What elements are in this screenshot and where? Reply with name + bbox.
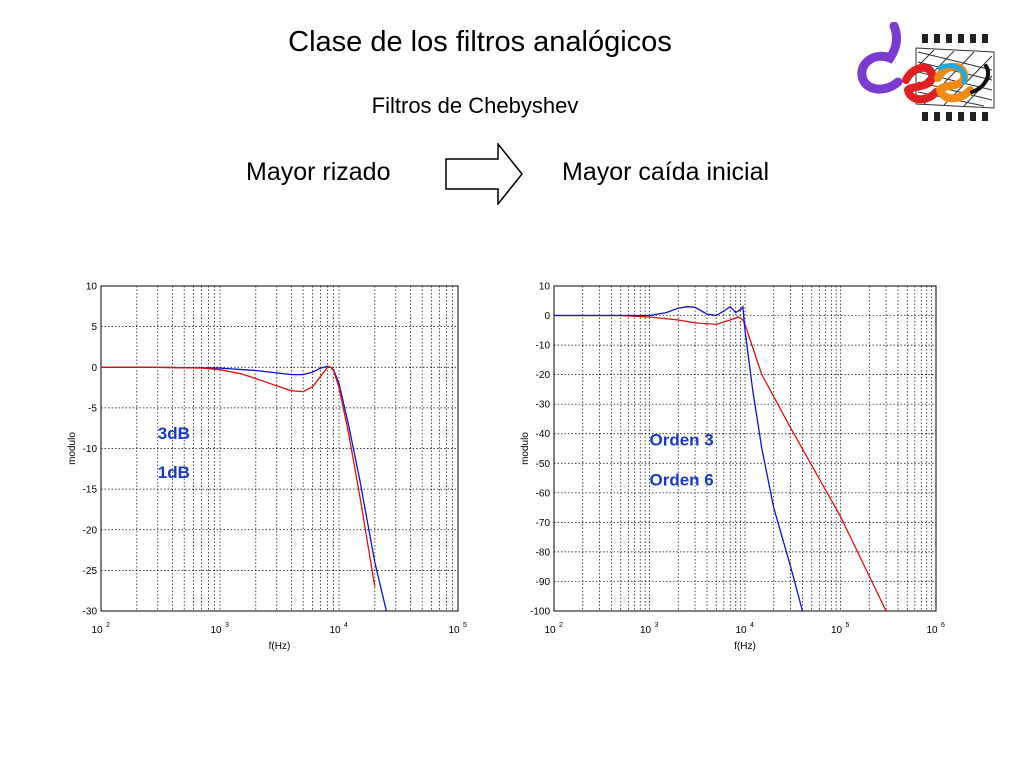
page-subtitle: Filtros de Chebyshev <box>371 93 579 118</box>
y-tick-label: -20 <box>83 525 98 536</box>
y-axis-label: modulo <box>520 432 531 465</box>
y-tick-label: -50 <box>536 459 551 470</box>
series-line-1 <box>554 314 887 611</box>
y-tick-label: 0 <box>91 363 97 374</box>
x-tick-exponent: 2 <box>559 622 563 629</box>
right-label: Mayor caída inicial <box>562 158 770 186</box>
series-line-1 <box>101 365 388 611</box>
annotation-label: Orden 6 <box>650 470 714 489</box>
y-tick-label: 5 <box>91 322 97 333</box>
y-tick-label: -25 <box>83 566 98 577</box>
y-tick-label: -90 <box>536 577 551 588</box>
y-tick-label: -20 <box>536 370 551 381</box>
x-tick-exponent: 4 <box>344 622 348 629</box>
x-axis-label: f(Hz) <box>269 641 291 652</box>
dee-logo-icon <box>857 22 995 121</box>
x-tick-label: 10 <box>91 625 103 636</box>
x-tick-label: 10 <box>329 625 341 636</box>
x-tick-label: 10 <box>210 625 222 636</box>
left-label: Mayor rizado <box>246 158 391 186</box>
x-tick-label: 10 <box>544 625 556 636</box>
annotation-label: Orden 3 <box>650 431 714 450</box>
y-tick-label: -15 <box>83 485 98 496</box>
y-tick-label: -80 <box>536 547 551 558</box>
x-tick-exponent: 4 <box>750 622 754 629</box>
annotation-label: 3dB <box>158 424 190 443</box>
x-tick-label: 10 <box>448 625 460 636</box>
y-tick-label: 10 <box>539 282 551 293</box>
y-axis-label: modulo <box>67 432 78 465</box>
right-arrow-icon <box>445 143 523 205</box>
series-line-2 <box>554 305 804 611</box>
y-tick-label: -40 <box>536 429 551 440</box>
y-tick-label: -60 <box>536 488 551 499</box>
x-tick-exponent: 5 <box>846 622 850 629</box>
plot-frame <box>553 285 937 612</box>
x-tick-exponent: 5 <box>463 622 467 629</box>
y-tick-label: -30 <box>83 607 98 618</box>
y-tick-label: -10 <box>83 444 98 455</box>
y-tick-label: -100 <box>530 607 550 618</box>
x-tick-exponent: 2 <box>106 622 110 629</box>
x-tick-label: 10 <box>735 625 747 636</box>
grid <box>100 285 458 612</box>
x-axis-label: f(Hz) <box>734 641 756 652</box>
x-tick-exponent: 3 <box>225 622 229 629</box>
plot-frame <box>100 285 459 612</box>
annotation-label: 1dB <box>158 463 190 482</box>
x-tick-exponent: 6 <box>941 622 945 629</box>
page-title: Clase de los filtros analógicos <box>288 26 672 58</box>
y-tick-label: -30 <box>536 400 551 411</box>
y-tick-label: 0 <box>544 311 550 322</box>
x-tick-exponent: 3 <box>655 622 659 629</box>
y-tick-label: 10 <box>86 282 98 293</box>
series-line-2 <box>101 366 376 587</box>
y-tick-label: -70 <box>536 518 551 529</box>
y-tick-label: -5 <box>88 403 97 414</box>
x-tick-label: 10 <box>926 625 938 636</box>
x-tick-label: 10 <box>640 625 652 636</box>
x-tick-label: 10 <box>831 625 843 636</box>
y-tick-label: -10 <box>536 341 551 352</box>
